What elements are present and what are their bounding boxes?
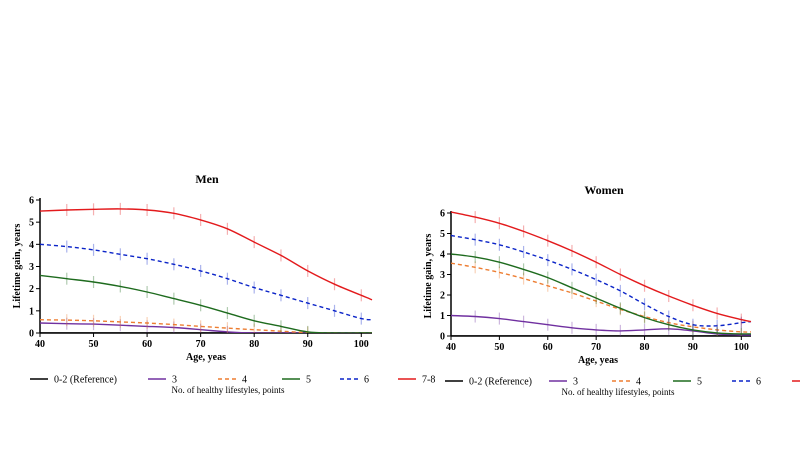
women-legend-label-3: 3 — [573, 377, 578, 388]
women-plot-area: 0 1 2 3 4 5 6 40 50 60 70 80 90 100 — [440, 209, 752, 353]
men-plot-area: 0 1 2 3 4 5 6 40 50 60 70 80 90 100 — [29, 196, 373, 350]
men-series-group — [40, 202, 373, 333]
women-x-tick-label: 60 — [543, 342, 553, 353]
men-legend-label-0-2-reference: 0-2 (Reference) — [54, 375, 117, 386]
men-line-series-3 — [40, 322, 372, 333]
men-x-tick-label: 70 — [196, 339, 206, 350]
women-x-tick-label: 50 — [494, 342, 504, 353]
men-x-tick-label: 100 — [354, 339, 369, 350]
women-x-tick-label: 90 — [688, 342, 698, 353]
men-legend-title: No. of healthy lifestyles, points — [172, 385, 285, 395]
women-y-tick-label: 4 — [440, 250, 445, 261]
women-chart-title: Women — [584, 183, 624, 197]
women-y-axis-label: Lifetime gain, years — [423, 234, 434, 319]
women-x-tick-label: 80 — [640, 342, 650, 353]
women-x-tick-label: 100 — [734, 342, 749, 353]
men-y-tick-label: 2 — [29, 284, 34, 295]
men-x-tick-label: 90 — [303, 339, 313, 350]
men-y-tick-label: 1 — [29, 306, 34, 317]
women-y-tick-label: 0 — [440, 332, 445, 343]
men-x-tick-label: 80 — [249, 339, 259, 350]
men-legend-label-3: 3 — [172, 375, 177, 386]
women-line-series-6 — [451, 234, 752, 327]
women-x-axis-label: Age, yeas — [578, 355, 618, 366]
men-y-tick-label: 4 — [29, 240, 34, 251]
women-legend-label-0-2-reference: 0-2 (Reference) — [469, 377, 532, 388]
men-legend: 0-2 (Reference) 3 4 5 6 7-8 — [30, 375, 435, 386]
men-y-tick-label: 6 — [29, 196, 34, 207]
men-x-axis-label: Age, yeas — [186, 352, 226, 363]
women-y-tick-label: 2 — [440, 291, 445, 302]
women-legend-label-4: 4 — [636, 377, 641, 388]
men-x-tick-label: 50 — [89, 339, 99, 350]
men-y-axis-label: Lifetime gain, years — [12, 224, 23, 309]
men-panel: Men Lifetime gain, years Age, yeas 0 1 2 3 4… — [12, 172, 435, 395]
men-line-series-6 — [40, 243, 373, 321]
men-x-tick-label: 60 — [142, 339, 152, 350]
men-chart-title: Men — [195, 172, 219, 186]
men-legend-label-4: 4 — [242, 375, 247, 386]
men-x-tick-label: 40 — [35, 339, 45, 350]
women-line-series-4 — [451, 262, 752, 333]
men-legend-label-7-8: 7-8 — [422, 375, 435, 386]
women-legend-title: No. of healthy lifestyles, points — [562, 387, 675, 397]
women-y-tick-label: 1 — [440, 311, 445, 322]
men-legend-label-5: 5 — [306, 375, 311, 386]
women-x-tick-label: 40 — [446, 342, 456, 353]
men-line-series-7-8 — [40, 208, 373, 301]
women-y-tick-label: 6 — [440, 209, 445, 220]
women-y-tick-label: 3 — [440, 270, 445, 281]
men-line-series-5 — [40, 274, 372, 333]
women-line-series-3 — [451, 314, 752, 336]
women-panel: Women Lifetime gain, years Age, yeas 0 1 2… — [423, 183, 800, 397]
men-legend-label-6: 6 — [364, 375, 369, 386]
women-x-tick-label: 70 — [591, 342, 601, 353]
women-y-tick-label: 5 — [440, 229, 445, 240]
women-legend-label-5: 5 — [697, 377, 702, 388]
men-y-tick-label: 3 — [29, 262, 34, 273]
women-line-series-5 — [451, 253, 752, 335]
women-line-series-7-8 — [451, 211, 752, 323]
men-y-tick-label: 5 — [29, 218, 34, 229]
men-line-series-4 — [40, 319, 372, 333]
women-series-group — [451, 211, 752, 336]
women-legend-label-6: 6 — [756, 377, 761, 388]
men-y-tick-label: 0 — [29, 329, 34, 340]
